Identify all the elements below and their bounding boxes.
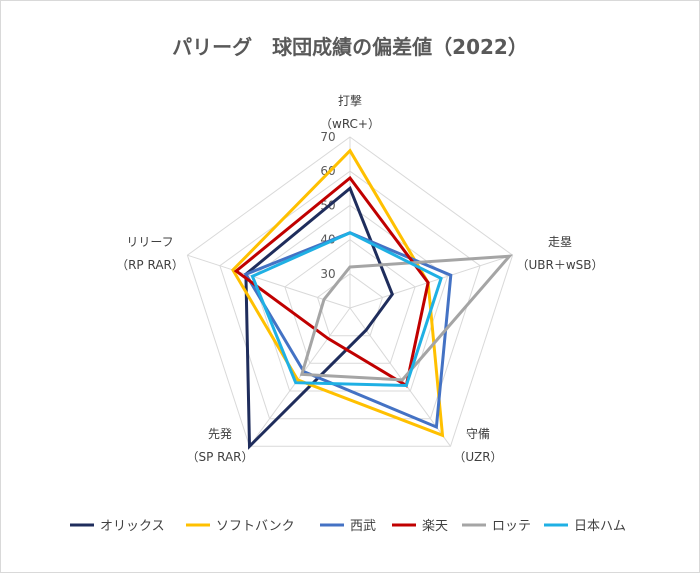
tick-label-30: 30	[320, 267, 335, 281]
axis-label-batting: 打撃	[338, 93, 362, 108]
series-line-seibu	[243, 231, 453, 430]
grid-spoke-3	[249, 307, 351, 447]
legend-item-seibu[interactable]: 西武	[320, 519, 376, 534]
legend-label-nipponham: 日本ハム	[574, 519, 626, 534]
legend-item-orix[interactable]: オリックス	[70, 519, 165, 534]
legend: オリックス ソフトバンク 西武 楽天 ロッテ 日本ハム	[70, 518, 626, 534]
grid-spoke-1	[349, 254, 513, 309]
series-line-orix	[244, 185, 395, 450]
legend-label-softbank: ソフトバンク	[216, 519, 295, 534]
tick-label-70: 70	[320, 130, 335, 144]
grid-ring-60	[219, 170, 481, 420]
axis-metric-baserunning: （UBR＋wSB）	[516, 258, 603, 272]
axis-labels: 打撃 （wRC+） 走塁 （UBR＋wSB） 守備 （UZR） 先発 （SP R…	[116, 93, 603, 464]
legend-label-seibu: 西武	[350, 519, 376, 534]
axis-label-reliever: リリーフ	[126, 235, 173, 249]
legend-label-rakuten: 楽天	[422, 518, 448, 534]
grid-ring-30	[316, 273, 384, 337]
legend-item-softbank[interactable]: ソフトバンク	[186, 519, 295, 534]
legend-item-rakuten[interactable]: 楽天	[392, 518, 448, 534]
legend-label-lotte: ロッテ	[492, 519, 531, 534]
axis-metric-batting: （wRC+）	[320, 117, 380, 131]
grid-ring-40	[284, 238, 416, 364]
axis-label-starter: 先発	[208, 427, 232, 441]
chart-title: パリーグ 球団成績の偏差値（2022）	[172, 35, 528, 59]
axis-metric-starter: （SP RAR）	[186, 450, 253, 464]
grid-spoke-4	[187, 254, 351, 309]
legend-item-lotte[interactable]: ロッテ	[462, 519, 531, 534]
axis-label-defense: 守備	[466, 426, 490, 441]
series-line-lotte	[299, 254, 513, 382]
legend-item-nipponham[interactable]: 日本ハム	[544, 519, 626, 534]
axis-metric-defense: （UZR）	[453, 450, 502, 464]
axis-metric-reliever: （RP RAR）	[116, 258, 184, 272]
series-layer	[231, 148, 513, 450]
grid-ring-70	[186, 136, 514, 447]
axis-label-baserunning: 走塁	[548, 235, 572, 249]
series-line-nipponham	[250, 231, 443, 388]
legend-label-orix: オリックス	[100, 519, 165, 534]
